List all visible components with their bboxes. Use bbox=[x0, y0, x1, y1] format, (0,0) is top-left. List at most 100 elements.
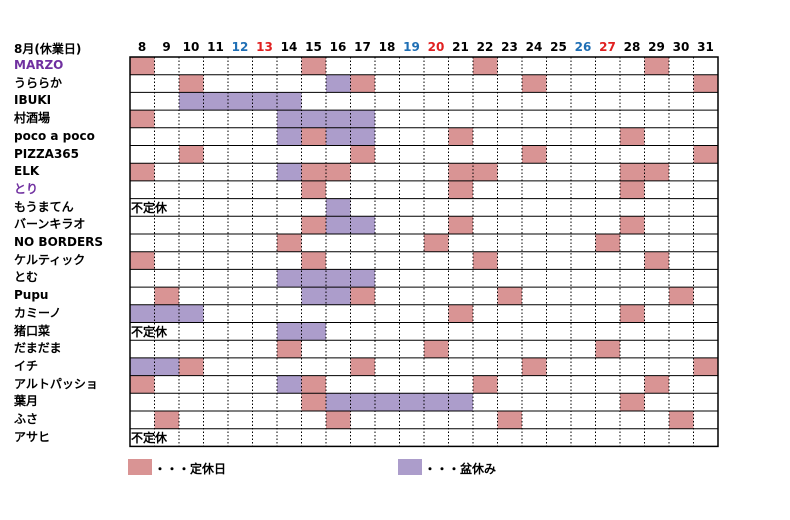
irregular-holiday-note: 不定休 bbox=[131, 430, 168, 445]
shop-name: とり bbox=[14, 181, 39, 196]
shop-name: ELK bbox=[14, 164, 40, 179]
shop-name: Pupu bbox=[14, 288, 49, 303]
bon-holiday-cell bbox=[203, 92, 228, 111]
regular-holiday-cell bbox=[448, 304, 473, 323]
regular-holiday-cell bbox=[350, 145, 375, 164]
legend-swatch-regular bbox=[128, 459, 152, 475]
regular-holiday-cell bbox=[277, 234, 302, 252]
regular-holiday-cell bbox=[326, 163, 351, 181]
regular-holiday-cell bbox=[130, 251, 155, 270]
regular-holiday-cell bbox=[620, 180, 645, 199]
regular-holiday-cell bbox=[350, 357, 375, 376]
regular-holiday-cell bbox=[301, 57, 326, 75]
regular-holiday-cell bbox=[350, 74, 375, 93]
regular-holiday-cell bbox=[301, 251, 326, 270]
day-label: 28 bbox=[623, 40, 641, 54]
shop-name: とむ bbox=[14, 270, 39, 285]
regular-holiday-cell bbox=[179, 145, 204, 164]
regular-holiday-cell bbox=[301, 163, 326, 181]
regular-holiday-cell bbox=[644, 375, 669, 394]
bon-holiday-cell bbox=[277, 110, 302, 128]
bon-holiday-cell bbox=[252, 92, 277, 111]
bon-holiday-cell bbox=[301, 322, 326, 341]
shop-name: MARZO bbox=[14, 58, 64, 72]
regular-holiday-cell bbox=[644, 251, 669, 270]
day-label: 16 bbox=[329, 40, 347, 54]
shop-name: イチ bbox=[14, 358, 39, 373]
bon-holiday-cell bbox=[277, 269, 302, 288]
regular-holiday-cell bbox=[620, 216, 645, 234]
regular-holiday-cell bbox=[644, 163, 669, 181]
shop-name: IBUKI bbox=[14, 93, 52, 108]
day-label: 11 bbox=[207, 40, 224, 54]
regular-holiday-cell bbox=[448, 180, 473, 199]
legend-text: ・・・盆休み bbox=[424, 462, 497, 476]
day-label: 9 bbox=[162, 40, 171, 54]
regular-holiday-cell bbox=[130, 110, 155, 128]
bon-holiday-cell bbox=[277, 163, 302, 181]
shop-name: バーンキラオ bbox=[14, 217, 86, 232]
regular-holiday-cell bbox=[522, 74, 547, 93]
bon-holiday-cell bbox=[130, 357, 155, 376]
shop-name: アルトパッショ bbox=[14, 376, 98, 391]
shop-name: だまだま bbox=[14, 341, 62, 356]
shop-name: うららか bbox=[14, 75, 63, 90]
day-label: 17 bbox=[354, 40, 371, 54]
bon-holiday-cell bbox=[326, 198, 351, 217]
regular-holiday-cell bbox=[693, 357, 718, 376]
day-label: 19 bbox=[403, 40, 420, 54]
regular-holiday-cell bbox=[620, 393, 645, 411]
regular-holiday-cell bbox=[448, 163, 473, 181]
regular-holiday-cell bbox=[448, 127, 473, 146]
regular-holiday-cell bbox=[497, 287, 522, 305]
shop-name: PIZZA365 bbox=[14, 146, 79, 161]
regular-holiday-cell bbox=[130, 163, 155, 181]
bon-holiday-cell bbox=[277, 127, 302, 146]
bon-holiday-cell bbox=[326, 74, 351, 93]
regular-holiday-cell bbox=[179, 357, 204, 376]
shop-name: NO BORDERS bbox=[14, 235, 104, 249]
bon-holiday-cell bbox=[277, 92, 302, 111]
regular-holiday-cell bbox=[130, 57, 155, 75]
bon-holiday-cell bbox=[326, 216, 351, 234]
page-title: 8月(休業日) bbox=[14, 42, 82, 56]
shop-name: poco a poco bbox=[14, 128, 95, 143]
regular-holiday-cell bbox=[522, 145, 547, 164]
shop-name: カミーノ bbox=[14, 305, 62, 320]
regular-holiday-cell bbox=[326, 411, 351, 429]
regular-holiday-cell bbox=[130, 375, 155, 394]
regular-holiday-cell bbox=[301, 375, 326, 394]
shop-name: 村酒場 bbox=[14, 111, 51, 126]
bon-holiday-cell bbox=[154, 357, 179, 376]
regular-holiday-cell bbox=[301, 393, 326, 411]
day-label: 8 bbox=[137, 40, 147, 54]
bon-holiday-cell bbox=[350, 269, 375, 288]
day-label: 12 bbox=[231, 40, 249, 54]
day-label: 21 bbox=[452, 40, 469, 54]
bon-holiday-cell bbox=[424, 393, 449, 411]
bon-holiday-cell bbox=[326, 127, 351, 146]
legend-text: ・・・定休日 bbox=[154, 462, 227, 476]
day-label: 29 bbox=[648, 40, 665, 54]
regular-holiday-cell bbox=[179, 74, 204, 93]
grid-border bbox=[129, 56, 719, 448]
bon-holiday-cell bbox=[301, 110, 326, 128]
day-label: 31 bbox=[697, 40, 714, 54]
regular-holiday-cell bbox=[350, 287, 375, 305]
bon-holiday-cell bbox=[277, 375, 302, 394]
regular-holiday-cell bbox=[595, 234, 620, 252]
bon-holiday-cell bbox=[154, 304, 179, 323]
bon-holiday-cell bbox=[326, 269, 351, 288]
regular-holiday-cell bbox=[473, 163, 498, 181]
bon-holiday-cell bbox=[179, 304, 204, 323]
regular-holiday-cell bbox=[448, 216, 473, 234]
bon-holiday-cell bbox=[350, 110, 375, 128]
shop-name: 葉月 bbox=[14, 394, 39, 409]
day-label: 14 bbox=[280, 40, 298, 54]
bon-holiday-cell bbox=[350, 127, 375, 146]
regular-holiday-cell bbox=[693, 74, 718, 93]
day-label: 30 bbox=[672, 40, 690, 54]
regular-holiday-cell bbox=[154, 411, 179, 429]
bon-holiday-cell bbox=[301, 269, 326, 288]
